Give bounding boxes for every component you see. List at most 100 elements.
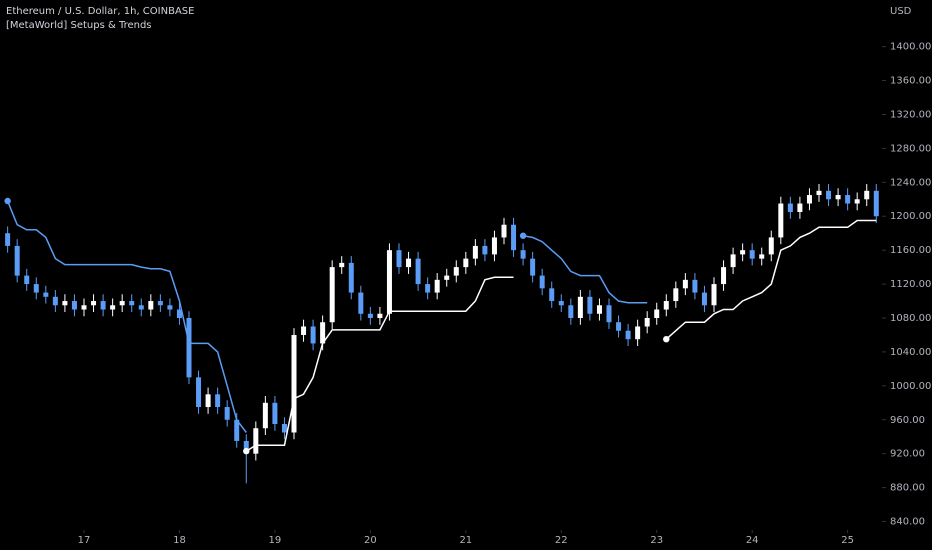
candle-body (119, 301, 125, 306)
candle-body (826, 190, 832, 200)
candle-body (396, 250, 402, 268)
candle-body (377, 313, 383, 318)
x-tick-label: 21 (459, 535, 472, 546)
candle-body (730, 254, 736, 268)
candle-body (816, 190, 822, 196)
candle-body (778, 203, 784, 238)
candle-body (606, 305, 612, 323)
y-tick-label: 1280.00 (890, 143, 931, 154)
candle-body (215, 394, 221, 408)
y-tick-label: 1000.00 (890, 381, 931, 392)
candle-body (148, 301, 154, 310)
candle-body (110, 305, 116, 310)
trend-start-dot (519, 232, 527, 239)
x-tick-label: 25 (841, 535, 854, 546)
candle-body (358, 292, 364, 314)
candle-body (425, 284, 431, 293)
candle-body (253, 428, 259, 454)
candle-body (864, 190, 870, 200)
candle-body (491, 237, 497, 255)
trend-start-dot (243, 447, 250, 455)
trend-line (522, 234, 648, 304)
chart-title: Ethereum / U.S. Dollar, 1h, COINBASE (6, 6, 194, 17)
candle-body (176, 309, 182, 318)
candle-body (673, 288, 679, 302)
candle-body (835, 195, 841, 200)
candle-body (71, 301, 77, 310)
candle-body (530, 258, 536, 276)
y-tick-label: 1400.00 (890, 42, 931, 53)
candle-body (663, 301, 669, 310)
x-tick-label: 17 (78, 535, 91, 546)
candle-body (138, 305, 144, 310)
candle-body (644, 318, 650, 327)
candle-body (81, 305, 87, 310)
trend-line (665, 219, 877, 340)
candle-body (797, 203, 803, 212)
candle-body (43, 292, 49, 297)
candle-body (157, 301, 163, 306)
y-tick-label: 920.00 (890, 449, 925, 460)
candle-body (854, 199, 860, 204)
candle-body (568, 305, 574, 318)
candle-body (367, 313, 373, 318)
candle-body (129, 301, 135, 306)
candle-body (62, 301, 68, 306)
y-tick-label: 1120.00 (890, 279, 931, 290)
x-tick-label: 23 (650, 535, 663, 546)
candle-body (501, 224, 507, 238)
candle-body (91, 301, 97, 306)
candle-body (596, 305, 602, 314)
x-tick-label: 24 (746, 535, 759, 546)
candle-body (616, 322, 622, 331)
candle-body (682, 279, 688, 289)
candle-body (186, 318, 192, 378)
candle-body (5, 233, 11, 246)
x-tick-label: 19 (269, 535, 282, 546)
candle-body (768, 237, 774, 255)
candle-body (749, 250, 755, 259)
candle-body (711, 284, 717, 306)
x-tick-label: 22 (555, 535, 568, 546)
candle-body (721, 267, 727, 285)
plot-area (4, 184, 879, 484)
indicator-name: [MetaWorld] Setups & Trends (6, 20, 152, 31)
candle-body (701, 292, 707, 306)
candle-body (845, 195, 851, 204)
candle-body (14, 245, 20, 276)
candle-body (453, 267, 459, 276)
trend-start-dot (4, 197, 11, 205)
y-tick-label: 1320.00 (890, 109, 931, 120)
x-tick-label: 18 (173, 535, 186, 546)
candle-body (740, 250, 746, 255)
candle-body (52, 296, 58, 306)
candle-body (511, 224, 517, 251)
candle-body (654, 309, 660, 318)
candle-body (196, 377, 202, 408)
trend-line (6, 200, 247, 433)
y-tick-label: 1240.00 (890, 177, 931, 188)
candle-body (444, 275, 450, 280)
candle-body (262, 402, 268, 429)
candle-body (310, 326, 316, 344)
candle-body (577, 296, 583, 318)
y-tick-label: 1200.00 (890, 211, 931, 222)
candle-body (243, 440, 249, 454)
y-tick-label: 1040.00 (890, 347, 931, 358)
candle-body (520, 250, 526, 259)
y-axis-label: USD (890, 6, 912, 17)
candle-body (320, 322, 326, 344)
candle-body (759, 254, 765, 259)
candle-body (692, 279, 698, 293)
candle-body (100, 301, 106, 310)
candle-body (234, 419, 240, 441)
candle-body (806, 195, 812, 204)
candle-body (539, 275, 545, 289)
candle-body (224, 407, 230, 420)
candle-body (33, 284, 39, 293)
candle-body (24, 275, 30, 285)
y-tick-label: 1160.00 (890, 245, 931, 256)
candle-body (434, 279, 440, 293)
